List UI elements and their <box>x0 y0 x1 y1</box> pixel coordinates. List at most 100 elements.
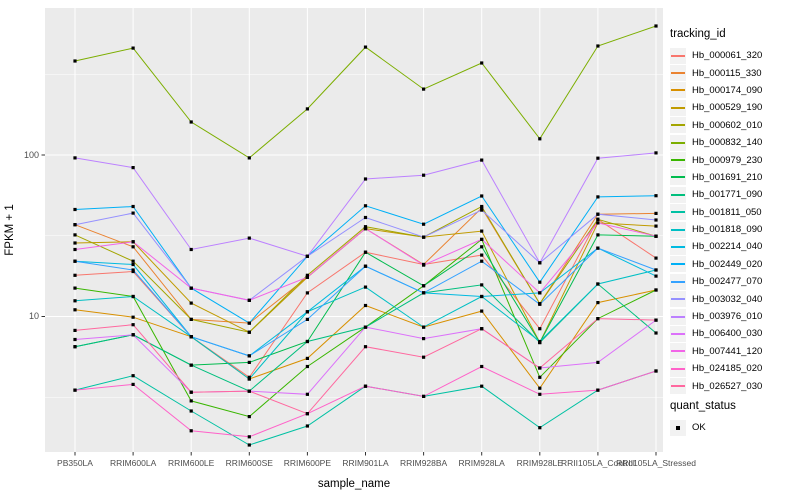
point-marker <box>305 275 309 279</box>
legend-item-label: Hb_001818_090 <box>692 224 763 236</box>
legend-line-swatch <box>671 159 685 162</box>
legend-key-box <box>670 82 686 99</box>
point-marker <box>538 339 542 344</box>
point-marker <box>131 245 135 249</box>
point-marker <box>363 204 368 208</box>
x-tick-label: RRIM928LA <box>458 458 505 468</box>
point-marker <box>73 233 77 237</box>
point-marker <box>422 355 426 359</box>
legend-item-Hb_000115_330: Hb_000115_330 <box>670 64 798 82</box>
point-marker <box>73 207 77 212</box>
legend-item-label: Hb_002477_070 <box>692 276 763 288</box>
point-marker <box>305 254 309 258</box>
legend-item-label: Hb_001691_210 <box>692 171 763 183</box>
legend-key-box <box>670 238 686 255</box>
point-marker <box>131 374 135 378</box>
point-marker <box>73 308 77 312</box>
legend-item-label: Hb_000061_320 <box>692 50 763 62</box>
legend-line-swatch <box>671 280 685 283</box>
point-marker <box>189 390 193 394</box>
legend-item-label: OK <box>692 422 706 434</box>
point-marker <box>480 158 484 162</box>
point-marker <box>189 429 193 433</box>
point-marker <box>480 309 484 313</box>
point-marker <box>73 156 77 160</box>
point-marker <box>73 259 77 263</box>
point-marker <box>131 240 135 244</box>
point-marker <box>422 173 426 177</box>
point-marker <box>131 204 135 209</box>
point-marker <box>596 221 600 225</box>
legend-key-box <box>670 186 686 203</box>
point-marker <box>305 310 309 314</box>
legend-item-label: Hb_006400_030 <box>692 328 763 340</box>
legend-item-label: Hb_003032_040 <box>692 293 763 305</box>
legend-item-label: Hb_007441_120 <box>692 345 763 357</box>
legend-item-label: Hb_024185_020 <box>692 363 763 375</box>
point-marker <box>480 204 484 209</box>
point-marker <box>131 259 135 263</box>
point-marker <box>538 386 542 390</box>
point-marker <box>596 233 600 237</box>
legend-line-swatch <box>671 211 685 214</box>
legend-item-label: Hb_000979_230 <box>692 154 763 166</box>
point-marker <box>73 223 77 227</box>
x-tick-label: PB350LA <box>57 458 93 468</box>
point-marker <box>480 208 484 212</box>
point-marker <box>247 330 251 334</box>
point-marker <box>480 259 484 263</box>
point-marker <box>131 262 135 267</box>
legend-key-box <box>670 221 686 238</box>
point-marker <box>247 443 251 447</box>
legend-key-box <box>670 378 686 395</box>
point-marker <box>422 284 426 288</box>
point-marker <box>73 337 77 342</box>
x-tick-label: RRII105LA_Control <box>561 458 635 468</box>
legend-key-box <box>670 273 686 290</box>
x-tick-label: RRIM600SE <box>225 458 273 468</box>
legend-item-Hb_002449_020: Hb_002449_020 <box>670 256 798 273</box>
point-marker <box>538 426 542 430</box>
legend-item-Hb_000832_140: Hb_000832_140 <box>670 134 798 151</box>
point-marker <box>538 375 542 379</box>
legend-line-swatch <box>671 176 685 179</box>
point-marker <box>480 384 484 388</box>
legend-item-Hb_001691_210: Hb_001691_210 <box>670 169 798 186</box>
legend-line-swatch <box>671 332 685 335</box>
point-marker <box>654 318 658 322</box>
legend-key-box <box>670 65 686 82</box>
point-marker <box>480 237 484 241</box>
point-marker <box>596 317 600 321</box>
legend-key-box <box>670 47 686 64</box>
point-marker <box>654 234 658 238</box>
point-marker <box>247 389 251 393</box>
legend-tracking-id: tracking_id Hb_000061_320 Hb_000115_330 Hb… <box>670 28 798 395</box>
point-marker <box>596 195 600 199</box>
legend-line-swatch <box>671 72 685 75</box>
legend-line-swatch <box>671 141 685 144</box>
x-tick-label: RRIM600LA <box>109 458 157 468</box>
point-marker <box>305 317 309 321</box>
point-marker <box>363 285 368 289</box>
point-marker <box>480 194 484 198</box>
legend-key-box <box>670 256 686 273</box>
point-marker <box>422 87 426 91</box>
ok-square-marker <box>676 425 680 430</box>
legend-item-label: Hb_026527_030 <box>692 380 763 392</box>
point-marker <box>363 177 368 181</box>
legend-key-box <box>670 325 686 342</box>
legend-item-Hb_002477_070: Hb_002477_070 <box>670 273 798 290</box>
point-marker <box>654 268 658 272</box>
point-marker <box>596 212 600 216</box>
x-tick-label: RRIM928LE <box>516 458 563 468</box>
point-marker <box>422 394 426 398</box>
point-marker <box>654 151 658 155</box>
point-marker <box>422 291 426 295</box>
legend-line-swatch <box>671 124 685 127</box>
point-marker <box>247 375 251 379</box>
x-tick-label: RRIM600LE <box>168 458 215 468</box>
point-marker <box>189 335 193 339</box>
legend-key-box <box>670 419 686 436</box>
point-marker <box>422 325 426 329</box>
point-marker <box>422 235 426 239</box>
